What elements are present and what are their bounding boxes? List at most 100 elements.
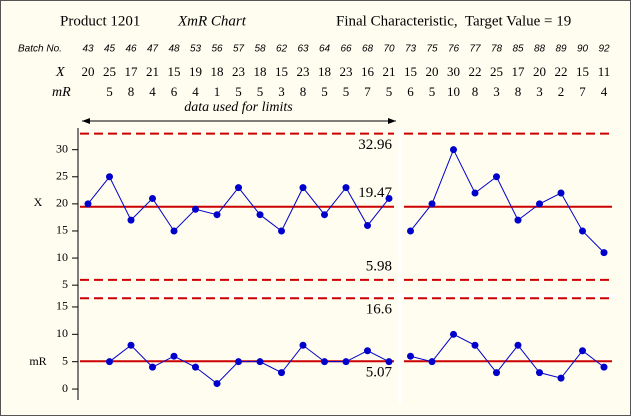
x-value: 16 <box>361 64 375 79</box>
x-value: 18 <box>318 64 331 79</box>
point <box>579 347 586 355</box>
batch-number: 77 <box>469 44 481 55</box>
point <box>342 184 350 192</box>
point <box>213 380 221 388</box>
batch-number: 68 <box>362 44 374 55</box>
mr-value: 8 <box>300 84 307 99</box>
point <box>364 222 371 230</box>
point <box>557 189 565 197</box>
point <box>407 227 414 235</box>
point <box>235 184 242 192</box>
point <box>256 358 264 366</box>
batch-number: 73 <box>405 44 417 55</box>
x-value: 17 <box>125 64 139 79</box>
batch-number: 70 <box>383 44 395 55</box>
point <box>149 194 156 202</box>
series-line <box>410 333 605 379</box>
x-value: 19 <box>189 64 202 79</box>
point <box>278 369 285 377</box>
point <box>364 347 371 355</box>
mr-value: 5 <box>321 84 328 99</box>
x-value: 11 <box>598 64 611 79</box>
point <box>428 200 436 208</box>
batch-number: 78 <box>491 44 503 55</box>
x-value: 15 <box>404 64 417 79</box>
point <box>170 352 178 360</box>
mr-value: 3 <box>278 84 285 99</box>
point <box>256 211 264 219</box>
chart-title: Product 1201 <box>60 13 140 29</box>
annotation: data used for limits <box>184 100 293 115</box>
point <box>428 358 436 366</box>
limit-label: 16.6 <box>366 302 393 318</box>
x-value: 21 <box>383 64 396 79</box>
y-tick-label: 15 <box>56 299 68 313</box>
mr-value: 6 <box>171 84 178 99</box>
x-value: 15 <box>576 64 589 79</box>
row-label: mR <box>52 85 71 100</box>
x-value: 22 <box>469 64 482 79</box>
point <box>84 200 92 208</box>
batch-number: 66 <box>340 44 352 55</box>
x-value: 20 <box>426 64 439 79</box>
batch-number: 58 <box>254 44 266 55</box>
batch-number: 64 <box>319 44 331 55</box>
mr-value: 5 <box>106 84 113 99</box>
chart-name: XmR Chart <box>177 13 247 29</box>
x-value: 25 <box>490 64 503 79</box>
x-value: 23 <box>340 64 353 79</box>
point <box>149 363 156 371</box>
x-value: 23 <box>297 64 310 79</box>
point <box>536 200 543 208</box>
batch-number: 57 <box>233 44 245 55</box>
series-line <box>109 344 390 385</box>
mr-value: 8 <box>472 84 479 99</box>
point <box>213 211 221 219</box>
x-value: 23 <box>232 64 245 79</box>
y-tick-label: 30 <box>56 141 68 155</box>
point <box>106 358 113 366</box>
batch-number: 89 <box>555 44 567 55</box>
point <box>579 227 586 235</box>
point <box>493 369 500 377</box>
point <box>514 216 522 224</box>
mr-value: 5 <box>429 84 436 99</box>
x-value: 30 <box>447 64 460 79</box>
point <box>514 341 522 349</box>
batch-number: 85 <box>512 44 524 55</box>
point <box>385 194 393 202</box>
x-value: 22 <box>555 64 568 79</box>
limit-label: 32.96 <box>358 137 392 153</box>
x-value: 20 <box>82 64 95 79</box>
x-value: 15 <box>275 64 288 79</box>
point <box>192 363 199 371</box>
mr-value: 10 <box>447 84 460 99</box>
y-tick-label: 5 <box>62 277 68 291</box>
y-tick-label: 5 <box>62 353 68 367</box>
point <box>600 249 608 257</box>
y-axis-label: X <box>34 195 43 209</box>
batch-number: 92 <box>598 44 610 55</box>
y-tick-label: 0 <box>62 381 68 395</box>
mr-value: 4 <box>601 84 608 99</box>
x-value: 18 <box>211 64 224 79</box>
mr-value: 3 <box>493 84 500 99</box>
mr-value: 3 <box>536 84 543 99</box>
point <box>557 374 565 382</box>
series-line <box>410 148 605 253</box>
y-tick-label: 25 <box>56 169 68 183</box>
batch-number: 88 <box>534 44 546 55</box>
mr-value: 5 <box>386 84 393 99</box>
mr-value: 7 <box>579 84 586 99</box>
point <box>342 358 350 366</box>
y-tick-label: 15 <box>56 223 68 237</box>
batch-number: 47 <box>147 44 159 55</box>
point <box>450 330 457 338</box>
mr-value: 5 <box>343 84 350 99</box>
point <box>127 341 135 349</box>
point <box>235 358 242 366</box>
x-value: 25 <box>103 64 116 79</box>
batch-number: 46 <box>125 44 137 55</box>
batch-number: 90 <box>577 44 589 55</box>
